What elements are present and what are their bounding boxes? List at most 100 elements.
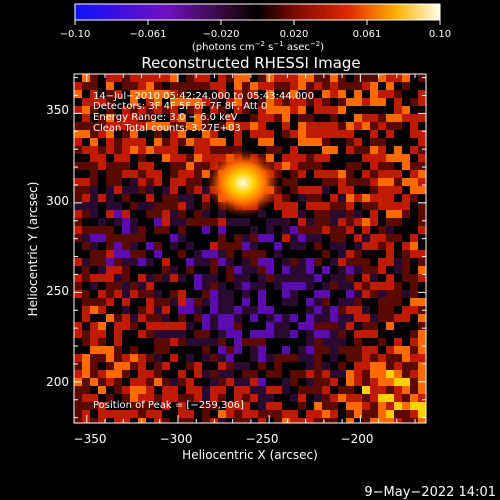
image-pixel	[242, 274, 250, 282]
image-pixel	[306, 242, 314, 250]
image-pixel	[290, 290, 298, 298]
image-pixel	[162, 130, 170, 138]
image-pixel	[218, 74, 226, 82]
image-pixel	[306, 82, 314, 90]
image-pixel	[346, 298, 354, 306]
image-pixel	[370, 98, 378, 106]
image-pixel	[354, 146, 362, 154]
image-pixel	[282, 282, 290, 290]
image-pixel	[178, 202, 186, 210]
image-pixel	[410, 210, 418, 218]
image-pixel	[306, 306, 314, 314]
image-pixel	[162, 354, 170, 362]
image-pixel	[266, 106, 274, 114]
colorbar-tick-label: −0.020	[202, 29, 239, 40]
image-pixel	[266, 154, 274, 162]
image-pixel	[234, 314, 242, 322]
image-pixel	[402, 362, 410, 370]
image-pixel	[362, 202, 370, 210]
image-pixel	[314, 338, 322, 346]
image-pixel	[338, 290, 346, 298]
image-pixel	[418, 370, 426, 378]
image-pixel	[138, 298, 146, 306]
image-pixel	[266, 266, 274, 274]
image-pixel	[154, 106, 162, 114]
image-pixel	[114, 98, 122, 106]
image-pixel	[210, 130, 218, 138]
image-pixel	[274, 418, 282, 423]
image-pixel	[138, 370, 146, 378]
image-pixel	[218, 122, 226, 130]
image-pixel	[130, 394, 138, 402]
image-pixel	[370, 274, 378, 282]
image-pixel	[242, 362, 250, 370]
image-pixel	[258, 274, 266, 282]
image-pixel	[154, 194, 162, 202]
image-pixel	[346, 114, 354, 122]
image-pixel	[290, 178, 298, 186]
image-pixel	[106, 210, 114, 218]
image-pixel	[154, 298, 162, 306]
image-pixel	[274, 250, 282, 258]
image-pixel	[130, 362, 138, 370]
image-pixel	[146, 98, 154, 106]
image-pixel	[282, 274, 290, 282]
image-pixel	[90, 410, 98, 418]
image-pixel	[234, 418, 242, 423]
image-pixel	[226, 322, 234, 330]
image-pixel	[306, 114, 314, 122]
image-pixel	[266, 82, 274, 90]
image-pixel	[346, 90, 354, 98]
image-pixel	[130, 330, 138, 338]
image-pixel	[258, 226, 266, 234]
image-pixel	[378, 218, 386, 226]
image-pixel	[138, 170, 146, 178]
image-pixel	[354, 138, 362, 146]
image-pixel	[226, 314, 234, 322]
image-pixel	[210, 370, 218, 378]
image-pixel	[106, 122, 114, 130]
image-pixel	[170, 402, 178, 410]
image-pixel	[114, 290, 122, 298]
image-pixel	[378, 362, 386, 370]
image-pixel	[362, 194, 370, 202]
image-pixel	[346, 378, 354, 386]
image-pixel	[370, 138, 378, 146]
image-pixel	[314, 354, 322, 362]
image-pixel	[98, 362, 106, 370]
footer-date: 9−May−2022 14:01	[364, 485, 496, 500]
image-pixel	[306, 98, 314, 106]
image-pixel	[314, 178, 322, 186]
image-pixel	[378, 130, 386, 138]
image-pixel	[114, 90, 122, 98]
image-pixel	[330, 186, 338, 194]
image-pixel	[82, 346, 90, 354]
image-pixel	[314, 378, 322, 386]
image-pixel	[114, 210, 122, 218]
image-pixel	[322, 170, 330, 178]
image-pixel	[186, 274, 194, 282]
image-pixel	[386, 378, 394, 386]
image-pixel	[74, 386, 82, 394]
image-pixel	[194, 346, 202, 354]
image-pixel	[274, 74, 282, 82]
image-pixel	[298, 234, 306, 242]
image-pixel	[114, 282, 122, 290]
image-pixel	[290, 122, 298, 130]
image-pixel	[90, 90, 98, 98]
image-pixel	[178, 322, 186, 330]
image-pixel	[306, 226, 314, 234]
image-pixel	[114, 274, 122, 282]
image-pixel	[410, 146, 418, 154]
image-pixel	[314, 106, 322, 114]
image-pixel	[114, 354, 122, 362]
image-pixel	[106, 418, 114, 423]
image-pixel	[194, 394, 202, 402]
image-pixel	[146, 146, 154, 154]
image-pixel	[314, 298, 322, 306]
image-pixel	[130, 122, 138, 130]
image-pixel	[138, 226, 146, 234]
image-pixel	[170, 178, 178, 186]
image-pixel	[338, 234, 346, 242]
image-pixel	[162, 282, 170, 290]
